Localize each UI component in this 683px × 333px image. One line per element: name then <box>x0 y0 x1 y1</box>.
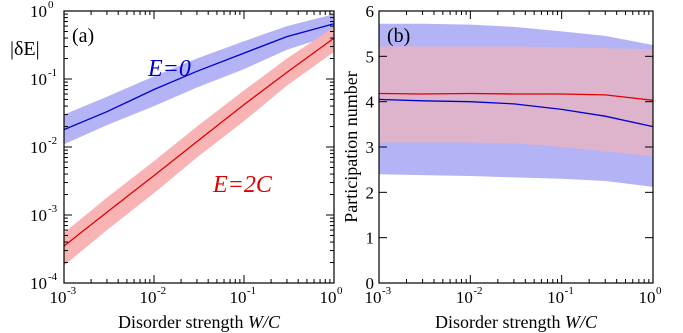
y-tick-label: 4 <box>366 93 375 112</box>
panel-a-line-blue <box>63 23 335 131</box>
y-tick-label: 1 <box>366 229 375 248</box>
panel-a-ticks: 10 -3 10 -2 10 -1 10 010 -410 -310 -210 -110 0 <box>30 0 343 307</box>
panel-b-lines <box>378 92 654 128</box>
y-tick-label: 0 <box>366 274 375 293</box>
x-tick-exponent: -2 <box>473 285 482 297</box>
x-tick-label: 10 <box>547 288 564 307</box>
x-tick-label: 10 <box>230 288 247 307</box>
panel-a-line-red <box>63 37 335 247</box>
x-tick-exponent: -2 <box>157 285 166 297</box>
panel-a: 10 -3 10 -2 10 -1 10 010 -410 -310 -210 -110 0 (a) E… <box>10 0 343 332</box>
panel-a-bands <box>64 14 334 266</box>
y-tick-exponent: -2 <box>48 135 57 147</box>
panel-b-line-blue <box>378 98 654 128</box>
panel-a-xlabel: Disorder strength W/C <box>118 312 281 332</box>
panel-a-label: (a) <box>72 25 94 47</box>
x-tick-exponent: -3 <box>382 285 392 297</box>
y-tick-exponent: -1 <box>48 67 57 79</box>
x-tick-exponent: -1 <box>565 285 574 297</box>
x-tick-label: 10 <box>365 288 382 307</box>
y-tick-label: 10 <box>30 2 47 21</box>
x-tick-label: 10 <box>50 288 67 307</box>
y-tick-label: 3 <box>366 138 375 157</box>
panel-a-band-red <box>64 27 334 266</box>
y-tick-label: 6 <box>366 2 375 21</box>
panel-b-band-red <box>379 46 653 157</box>
x-tick-label: 10 <box>639 288 656 307</box>
panel-a-lines <box>63 23 335 247</box>
x-tick-label: 10 <box>140 288 157 307</box>
panel-b-xlabel: Disorder strength W/C <box>435 312 598 332</box>
y-tick-label: 2 <box>366 183 375 202</box>
panel-a-annotation-e0: E=0 <box>147 56 191 82</box>
x-tick-exponent: 0 <box>337 285 343 297</box>
y-tick-exponent: -4 <box>48 271 58 283</box>
y-tick-label: 5 <box>366 47 375 66</box>
panel-b-label: (b) <box>387 25 410 47</box>
y-tick-label: 10 <box>30 206 47 225</box>
panel-b-bands <box>379 23 653 187</box>
x-tick-exponent: 0 <box>656 285 662 297</box>
panel-b-ylabel: Participation number <box>341 71 361 222</box>
panel-b-line-red <box>378 92 654 101</box>
y-tick-exponent: -3 <box>48 203 58 215</box>
x-tick-exponent: -3 <box>67 285 77 297</box>
y-tick-label: 10 <box>30 70 47 89</box>
y-tick-exponent: 0 <box>48 0 54 11</box>
x-tick-label: 10 <box>320 288 337 307</box>
x-tick-exponent: -1 <box>247 285 256 297</box>
y-tick-label: 10 <box>30 138 47 157</box>
panel-a-band-blue <box>64 14 334 145</box>
x-tick-label: 10 <box>456 288 473 307</box>
panel-a-ylabel: |δE| <box>10 38 40 60</box>
panel-a-annotation-e2c: E=2C <box>212 172 273 198</box>
y-tick-label: 10 <box>30 274 47 293</box>
